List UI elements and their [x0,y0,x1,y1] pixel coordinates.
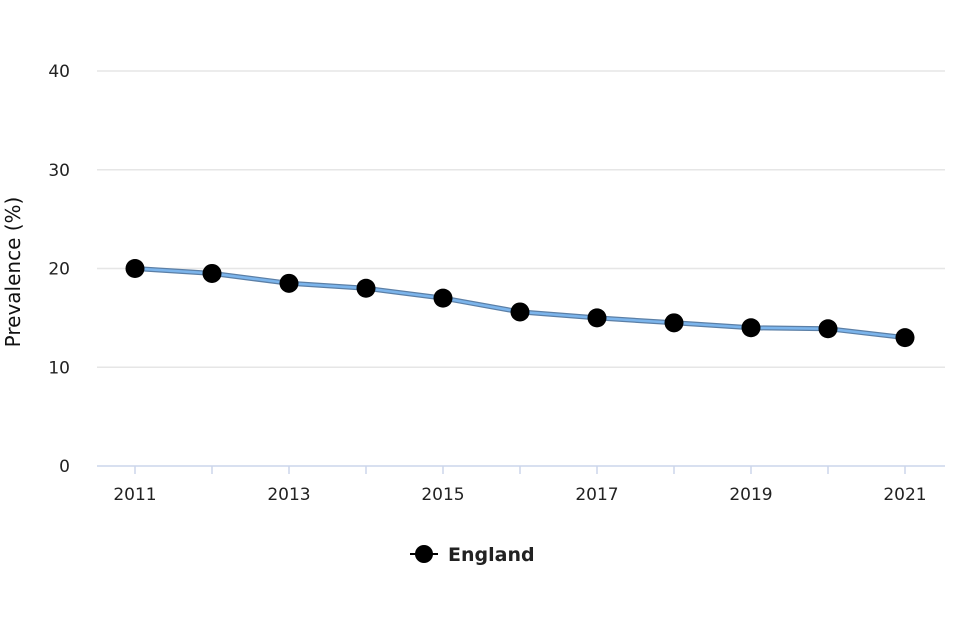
x-axis [97,465,945,474]
data-point-2014[interactable] [356,278,376,298]
legend[interactable]: England [410,544,535,566]
x-tick-label-2015: 2015 [421,485,464,505]
series-england[interactable] [125,259,915,348]
y-axis-tick-labels: 0 10 20 30 40 [48,62,70,477]
y-tick-label-10: 10 [48,358,70,378]
y-tick-label-30: 30 [48,161,70,181]
y-axis-title: Prevalence (%) [1,197,25,348]
data-point-2017[interactable] [587,308,607,328]
x-tick-label-2017: 2017 [575,485,618,505]
x-tick-label-2021: 2021 [883,485,926,505]
x-tick-label-2013: 2013 [267,485,310,505]
data-point-2020[interactable] [818,319,838,339]
data-point-2011[interactable] [125,259,145,278]
x-axis-tick-labels: 2011 2013 2015 2017 2019 2021 [113,485,926,505]
data-point-2013[interactable] [279,273,299,293]
y-tick-label-40: 40 [48,62,70,82]
data-point-2012[interactable] [202,263,222,283]
data-point-2016[interactable] [510,302,530,322]
data-point-2018[interactable] [664,313,684,333]
y-tick-label-20: 20 [48,260,70,280]
y-tick-label-0: 0 [59,457,70,477]
data-point-2021[interactable] [895,328,915,348]
legend-marker [415,545,433,563]
gridlines [97,70,945,368]
data-point-2015[interactable] [433,288,453,308]
x-tick-label-2011: 2011 [113,485,156,505]
x-tick-label-2019: 2019 [729,485,772,505]
legend-label-england[interactable]: England [448,544,535,566]
data-point-2019[interactable] [741,318,761,338]
